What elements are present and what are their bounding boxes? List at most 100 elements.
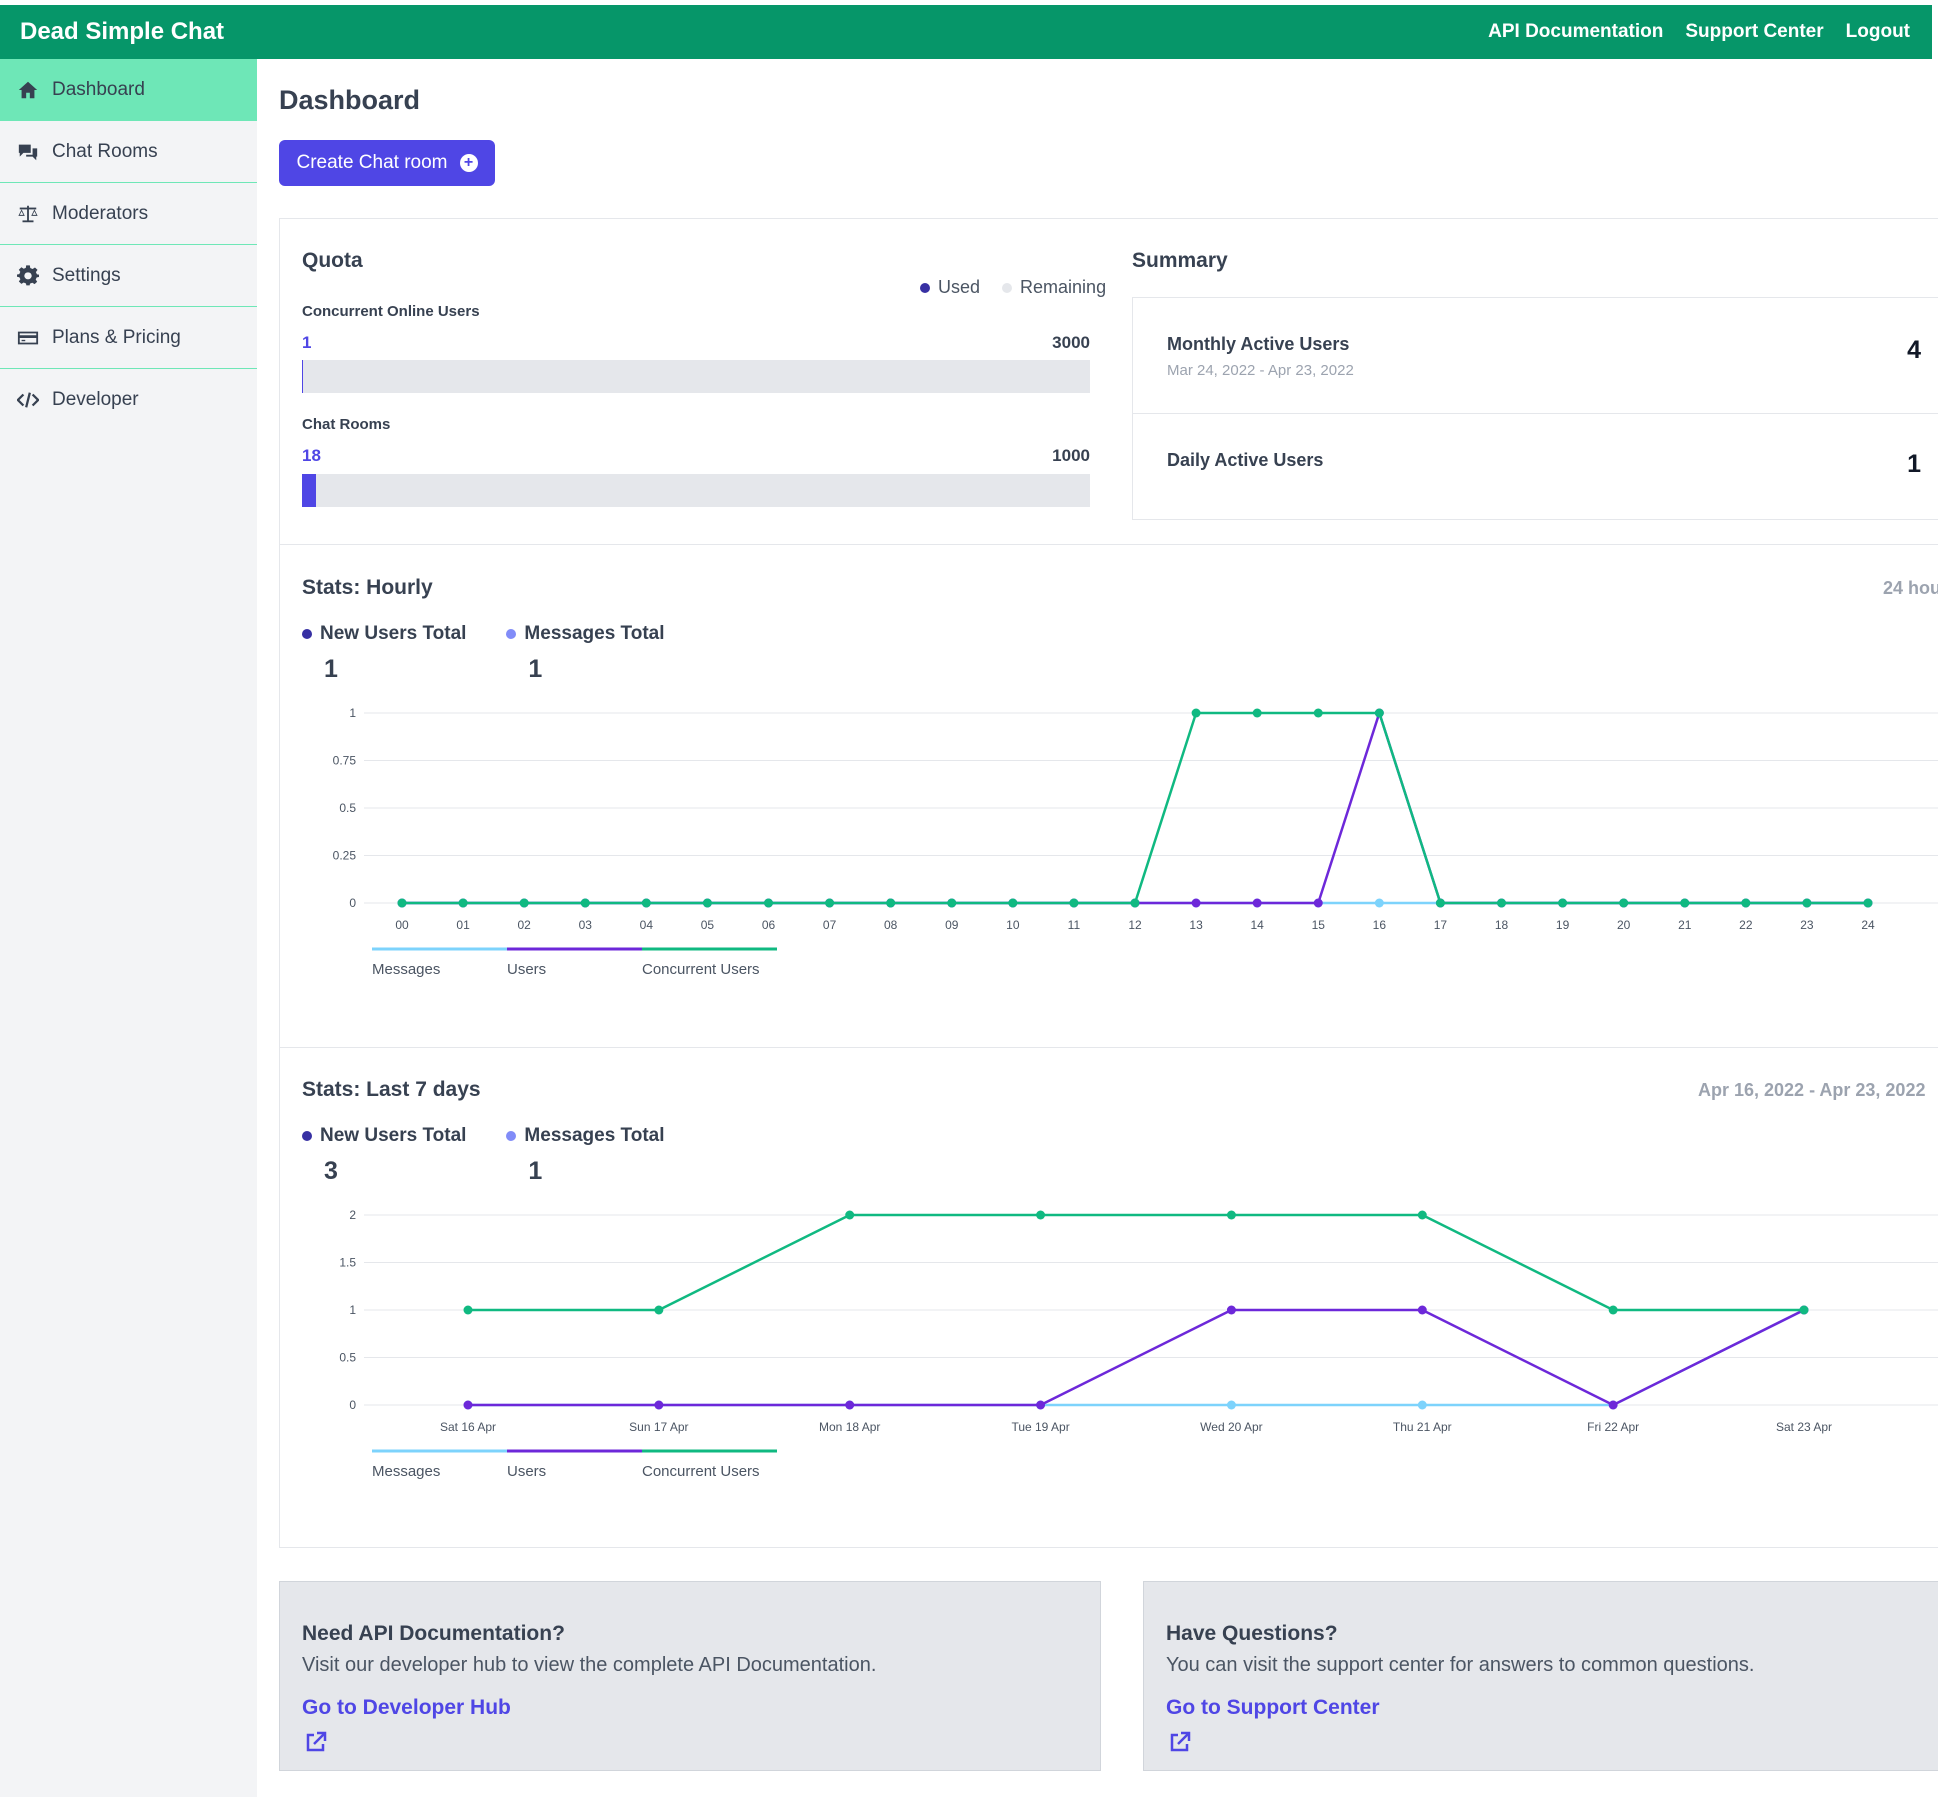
data-point[interactable] bbox=[1417, 1210, 1427, 1220]
external-link-icon[interactable] bbox=[304, 1730, 328, 1754]
mau-value: 4 bbox=[1907, 336, 1921, 364]
sidebar-item-label: Chat Rooms bbox=[52, 140, 158, 162]
data-point[interactable] bbox=[1435, 898, 1445, 908]
chat-rooms-progress bbox=[302, 474, 1090, 507]
x-tick-label: 06 bbox=[762, 918, 776, 932]
x-tick-label: 12 bbox=[1128, 918, 1142, 932]
data-point[interactable] bbox=[1374, 898, 1384, 908]
messages-total-label: Messages Total bbox=[524, 623, 665, 644]
data-point[interactable] bbox=[1680, 898, 1690, 908]
data-point[interactable] bbox=[1226, 1400, 1236, 1410]
legend-label[interactable]: Messages bbox=[372, 961, 440, 978]
create-chat-room-button[interactable]: Create Chat room + bbox=[279, 140, 495, 186]
api-docs-card-title: Need API Documentation? bbox=[302, 1622, 565, 1645]
data-point[interactable] bbox=[845, 1400, 855, 1410]
x-tick-label: Fri 22 Apr bbox=[1587, 1420, 1639, 1434]
concurrent-users-used: 1 bbox=[302, 333, 312, 352]
x-tick-label: 20 bbox=[1617, 918, 1631, 932]
data-point[interactable] bbox=[1252, 708, 1262, 718]
x-tick-label: 17 bbox=[1434, 918, 1448, 932]
y-tick-label: 1.5 bbox=[339, 1256, 356, 1270]
data-point[interactable] bbox=[1741, 898, 1751, 908]
stats-panel: Quota Used Remaining Concurrent Online U… bbox=[279, 218, 1938, 1548]
sidebar-item-settings[interactable]: Settings bbox=[0, 245, 257, 307]
remaining-dot-icon bbox=[1002, 283, 1013, 294]
data-point[interactable] bbox=[845, 1210, 855, 1220]
data-point[interactable] bbox=[1191, 708, 1201, 718]
external-link-icon[interactable] bbox=[1168, 1730, 1192, 1754]
x-tick-label: 00 bbox=[395, 918, 409, 932]
developer-hub-link[interactable]: Go to Developer Hub bbox=[302, 1696, 511, 1719]
data-point[interactable] bbox=[580, 898, 590, 908]
scale-balance-icon bbox=[16, 202, 40, 226]
data-point[interactable] bbox=[458, 898, 468, 908]
data-point[interactable] bbox=[1802, 898, 1812, 908]
data-point[interactable] bbox=[1799, 1305, 1809, 1315]
legend-used-label: Used bbox=[938, 277, 981, 297]
data-point[interactable] bbox=[1008, 898, 1018, 908]
data-point[interactable] bbox=[1608, 1305, 1618, 1315]
api-documentation-link[interactable]: API Documentation bbox=[1488, 21, 1664, 42]
data-point[interactable] bbox=[1417, 1305, 1427, 1315]
chat-rooms-progress-fill bbox=[302, 474, 317, 507]
summary-title: Summary bbox=[1132, 249, 1228, 272]
legend-label[interactable]: Users bbox=[507, 1463, 546, 1480]
data-point[interactable] bbox=[886, 898, 896, 908]
new-users-total-label: New Users Total bbox=[320, 623, 467, 644]
legend-label[interactable]: Messages bbox=[372, 1463, 440, 1480]
data-point[interactable] bbox=[1374, 708, 1384, 718]
data-point[interactable] bbox=[463, 1305, 473, 1315]
sidebar-item-developer[interactable]: Developer bbox=[0, 369, 257, 431]
brand-logo[interactable]: Dead Simple Chat bbox=[20, 18, 225, 45]
legend-label[interactable]: Users bbox=[507, 961, 546, 978]
data-point[interactable] bbox=[519, 898, 529, 908]
y-tick-label: 0.5 bbox=[339, 1351, 356, 1365]
x-tick-label: 22 bbox=[1739, 918, 1753, 932]
sidebar-item-moderators[interactable]: Moderators bbox=[0, 183, 257, 245]
legend-remaining-label: Remaining bbox=[1020, 277, 1107, 297]
data-point[interactable] bbox=[1130, 898, 1140, 908]
legend-label[interactable]: Concurrent Users bbox=[642, 961, 760, 978]
data-point[interactable] bbox=[641, 898, 651, 908]
data-point[interactable] bbox=[947, 898, 957, 908]
data-point[interactable] bbox=[1069, 898, 1079, 908]
x-tick-label: 14 bbox=[1250, 918, 1264, 932]
data-point[interactable] bbox=[1619, 898, 1629, 908]
data-point[interactable] bbox=[1863, 898, 1873, 908]
data-point[interactable] bbox=[1558, 898, 1568, 908]
sidebar-item-dashboard[interactable]: Dashboard bbox=[0, 59, 257, 121]
support-center-link[interactable]: Support Center bbox=[1685, 21, 1824, 42]
data-point[interactable] bbox=[1036, 1210, 1046, 1220]
logout-link[interactable]: Logout bbox=[1845, 21, 1910, 42]
section-divider bbox=[280, 1047, 1938, 1048]
data-point[interactable] bbox=[1036, 1400, 1046, 1410]
data-point[interactable] bbox=[654, 1400, 664, 1410]
create-chat-room-label: Create Chat room bbox=[296, 152, 448, 173]
legend-label[interactable]: Concurrent Users bbox=[642, 1463, 760, 1480]
data-point[interactable] bbox=[463, 1400, 473, 1410]
data-point[interactable] bbox=[1252, 898, 1262, 908]
data-point[interactable] bbox=[1313, 898, 1323, 908]
sidebar-item-plans-pricing[interactable]: Plans & Pricing bbox=[0, 307, 257, 369]
data-point[interactable] bbox=[1226, 1210, 1236, 1220]
data-point[interactable] bbox=[764, 898, 773, 908]
data-point[interactable] bbox=[1497, 898, 1506, 908]
dau-row: Daily Active Users 1 bbox=[1133, 414, 1938, 519]
weekly-totals: New Users Total 3 Messages Total 1 bbox=[302, 1125, 665, 1186]
messages-total-value: 1 bbox=[528, 1157, 543, 1185]
sidebar-item-chat-rooms[interactable]: Chat Rooms bbox=[0, 121, 257, 183]
data-point[interactable] bbox=[1417, 1400, 1427, 1410]
data-point[interactable] bbox=[825, 898, 835, 908]
support-card-desc: You can visit the support center for ans… bbox=[1166, 1654, 1755, 1676]
data-point[interactable] bbox=[702, 898, 712, 908]
data-point[interactable] bbox=[1313, 708, 1323, 718]
support-card: Have Questions? You can visit the suppor… bbox=[1143, 1581, 1938, 1771]
x-tick-label: Sat 16 Apr bbox=[440, 1420, 496, 1434]
data-point[interactable] bbox=[1226, 1305, 1236, 1315]
data-point[interactable] bbox=[1191, 898, 1201, 908]
data-point[interactable] bbox=[1608, 1400, 1618, 1410]
support-center-card-link[interactable]: Go to Support Center bbox=[1166, 1696, 1380, 1719]
data-point[interactable] bbox=[397, 898, 407, 908]
support-card-title: Have Questions? bbox=[1166, 1622, 1338, 1645]
data-point[interactable] bbox=[654, 1305, 664, 1315]
